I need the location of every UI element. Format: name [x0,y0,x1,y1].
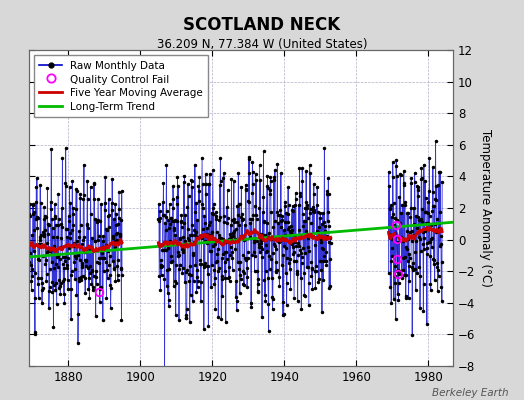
Y-axis label: Temperature Anomaly (°C): Temperature Anomaly (°C) [479,129,492,287]
Text: SCOTLAND NECK: SCOTLAND NECK [183,16,341,34]
Legend: Raw Monthly Data, Quality Control Fail, Five Year Moving Average, Long-Term Tren: Raw Monthly Data, Quality Control Fail, … [34,55,209,118]
Text: 36.209 N, 77.384 W (United States): 36.209 N, 77.384 W (United States) [157,38,367,51]
Text: Berkeley Earth: Berkeley Earth [432,388,508,398]
